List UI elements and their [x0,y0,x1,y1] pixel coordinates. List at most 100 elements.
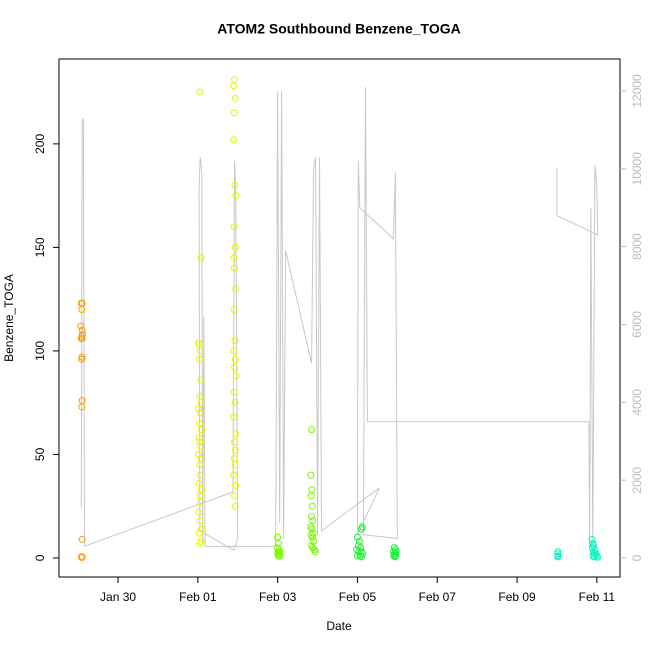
point [196,347,204,355]
point [230,223,238,231]
point [197,486,205,494]
y2-tick-label: 4000 [630,389,644,416]
point [276,552,284,560]
point [357,525,365,533]
point [231,243,239,251]
point [231,492,239,500]
point [232,430,240,438]
y-tick-label: 150 [33,237,47,257]
point [232,192,240,200]
point [231,94,239,102]
y2-tick-label: 12000 [630,74,644,108]
point [589,552,597,560]
point [231,438,239,446]
point [231,181,239,189]
point [195,405,203,413]
y-tick-label: 0 [33,554,47,561]
point [308,426,316,434]
point [78,535,86,543]
point [232,372,240,380]
point [591,546,599,554]
y2-tick-label: 10000 [630,152,644,186]
point [196,409,204,417]
point [594,553,602,561]
point [230,254,238,262]
point [308,486,316,494]
point [309,517,317,525]
line-series [80,87,599,551]
point [78,355,86,363]
point [274,539,282,547]
point [230,471,238,479]
x-tick-label: Jan 30 [100,590,136,604]
point [231,502,239,510]
point [197,455,205,463]
point [78,306,86,314]
point [309,529,317,537]
point [232,481,240,489]
point [390,552,398,560]
point [231,76,239,84]
x-tick-label: Feb 01 [179,590,217,604]
point [356,552,364,560]
point [78,403,86,411]
x-tick-label: Feb 09 [498,590,536,604]
chart-title: ATOM2 Southbound Benzene_TOGA [217,21,460,37]
point [195,355,203,363]
x-tick-label: Feb 05 [339,590,377,604]
y2-tick-label: 8000 [630,233,644,260]
plot-box [58,58,621,578]
point [353,552,361,560]
point [308,533,316,541]
point [391,553,399,561]
point [195,434,203,442]
point [590,553,598,561]
y2-tick-label: 2000 [630,466,644,493]
x-axis-label: Date [326,619,352,633]
point [197,426,205,434]
point [230,455,238,463]
point [197,442,205,450]
point [196,438,204,446]
point [231,363,239,371]
point [392,552,400,560]
point [195,461,203,469]
point [196,471,204,479]
point [231,337,239,345]
x-tick-label: Feb 11 [579,590,616,604]
point [77,322,85,330]
point [311,548,319,556]
point [231,355,239,363]
point [231,446,239,454]
y2-tick-label: 6000 [630,311,644,338]
point [231,264,239,272]
point [357,553,365,561]
point [197,376,205,384]
point [308,525,316,533]
point [195,479,203,487]
point [195,529,203,537]
y-tick-label: 100 [33,341,47,361]
y2-tick-label: 0 [630,554,644,561]
point [308,513,316,521]
point [230,109,238,117]
point [554,553,562,561]
point [231,399,239,407]
point [196,539,204,547]
point [353,533,361,541]
point [554,548,562,556]
point [307,471,315,479]
x-tick-label: Feb 03 [259,590,297,604]
point [230,413,238,421]
x-tick-label: Feb 07 [419,590,457,604]
point [196,517,204,525]
point [308,502,316,510]
point [357,544,365,552]
point [195,508,203,516]
point [230,388,238,396]
point [197,399,205,407]
point [78,554,86,562]
point [230,347,238,355]
point [307,492,315,500]
